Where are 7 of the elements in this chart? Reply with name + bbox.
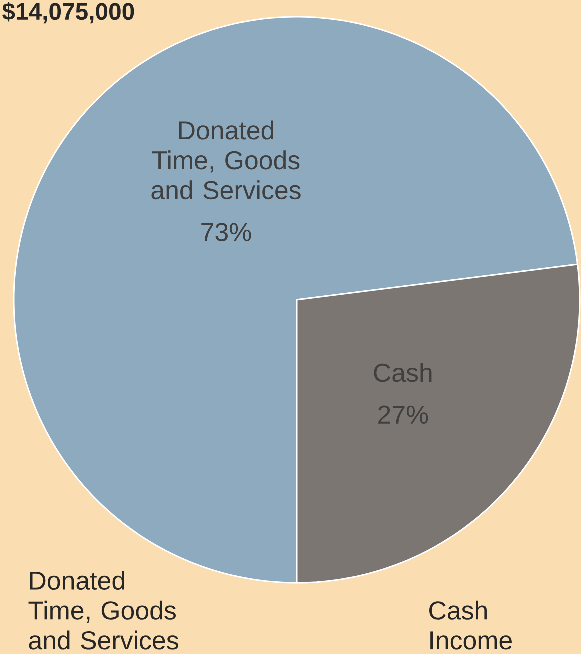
data-label: 27%	[378, 406, 428, 424]
text: Donated Time, Goods and Services	[28, 571, 178, 650]
data-label: 73%	[202, 223, 252, 242]
text: Cash Income	[430, 600, 512, 650]
chart-title: $14,075,000	[2, 2, 134, 24]
slice-label: Donated Time, Goods and Services	[152, 120, 301, 200]
slice-label: Cash	[374, 363, 432, 382]
